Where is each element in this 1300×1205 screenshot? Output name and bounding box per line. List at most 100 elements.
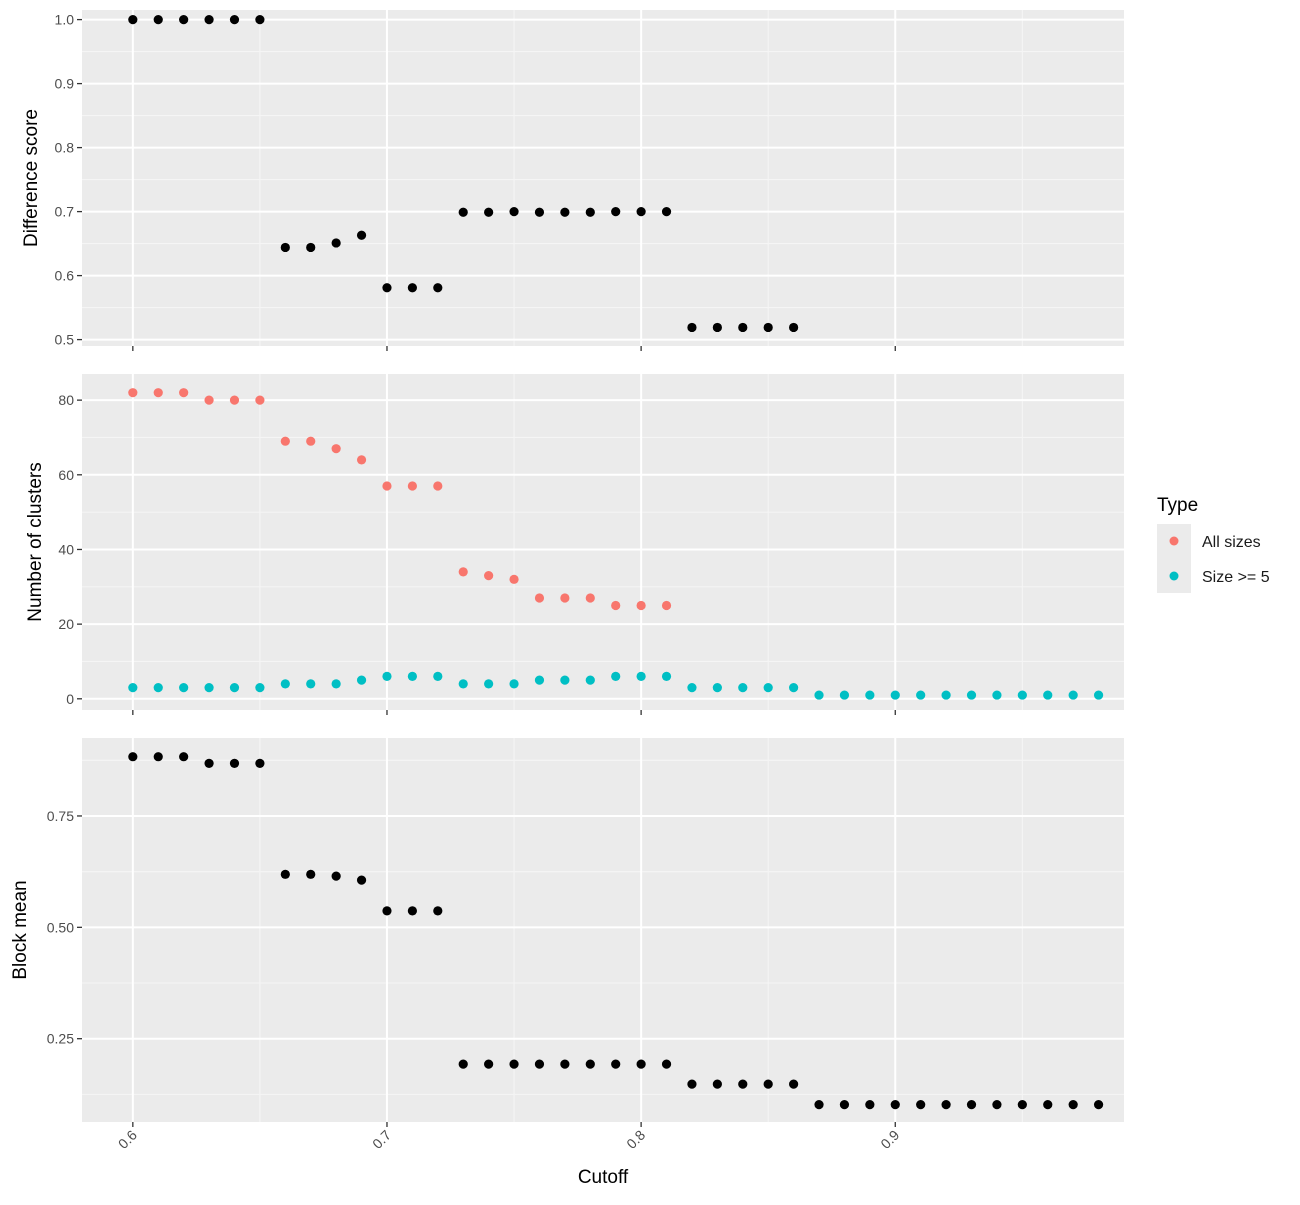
- data-point: [331, 679, 341, 689]
- data-point: [661, 671, 672, 682]
- x-tick-label: 0.9: [877, 1127, 902, 1152]
- data-point: [458, 1059, 468, 1069]
- data-point: [382, 671, 392, 682]
- data-point: [331, 444, 341, 454]
- data-point: [712, 683, 722, 693]
- data-point: [280, 436, 290, 446]
- data-point: [814, 690, 824, 700]
- data-point: [661, 1059, 672, 1069]
- data-point: [1017, 690, 1027, 700]
- data-point: [433, 671, 443, 682]
- y-tick-label: 40: [58, 541, 74, 557]
- data-point: [280, 869, 290, 879]
- data-point: [407, 671, 417, 682]
- data-point: [407, 481, 417, 491]
- legend-key-background: [1157, 524, 1191, 593]
- data-point: [179, 388, 189, 398]
- data-point: [1017, 1100, 1027, 1110]
- data-point: [585, 1059, 595, 1069]
- y-axis-title: Block mean: [10, 880, 31, 979]
- data-point: [331, 871, 341, 881]
- x-axis: [132, 710, 896, 715]
- data-point: [865, 1100, 875, 1110]
- data-point: [992, 690, 1002, 700]
- panel-background: [82, 10, 1124, 346]
- y-tick-label: 0.75: [47, 808, 74, 824]
- panel-block-mean: 0.25 0.50 0.75 0.6 0.7 0.8 0.9 Block mean: [10, 738, 1124, 1152]
- legend: Type All sizes Size >= 5: [1157, 495, 1270, 593]
- data-point: [839, 690, 850, 700]
- data-point: [128, 15, 138, 25]
- data-point: [509, 1059, 519, 1069]
- legend-label-size-5: Size >= 5: [1202, 569, 1270, 586]
- data-point: [916, 1100, 926, 1110]
- data-point: [153, 388, 163, 398]
- data-point: [153, 683, 163, 693]
- legend-item-all-sizes: All sizes: [1169, 534, 1261, 551]
- y-tick-label: 0.6: [55, 268, 75, 284]
- data-point: [534, 1059, 545, 1069]
- data-point: [941, 690, 951, 700]
- panel-number-of-clusters: 0 20 40 60 80 Number of clusters: [25, 374, 1124, 715]
- data-point: [509, 679, 519, 689]
- data-point: [839, 1100, 850, 1110]
- data-point: [153, 752, 163, 762]
- data-point: [382, 906, 392, 916]
- data-point: [534, 207, 545, 217]
- data-point: [331, 238, 341, 248]
- data-point: [229, 683, 240, 693]
- data-point: [560, 675, 570, 685]
- data-point: [1043, 690, 1053, 700]
- legend-key-all-sizes: [1169, 536, 1179, 546]
- legend-key-size-5: [1169, 571, 1179, 581]
- data-point: [712, 1079, 722, 1089]
- y-tick-label: 1.0: [55, 12, 75, 28]
- x-tick-label: 0.8: [623, 1127, 648, 1152]
- data-point: [382, 481, 392, 491]
- panel-background: [82, 374, 1124, 710]
- data-point: [636, 207, 646, 217]
- data-point: [306, 436, 316, 446]
- data-point: [636, 671, 646, 682]
- y-axis-title: Number of clusters: [25, 462, 46, 621]
- data-point: [636, 1059, 646, 1069]
- data-point: [255, 395, 265, 405]
- data-point: [280, 242, 290, 253]
- x-axis: [132, 346, 896, 351]
- y-axis-title: Difference score: [21, 109, 42, 247]
- data-point: [611, 671, 621, 682]
- data-point: [560, 593, 570, 603]
- legend-item-size-5: Size >= 5: [1169, 569, 1270, 586]
- data-point: [1093, 690, 1104, 700]
- data-points: [128, 388, 1104, 700]
- data-point: [509, 207, 519, 217]
- data-point: [433, 481, 443, 491]
- data-point: [306, 242, 316, 253]
- y-tick-label: 0.8: [55, 140, 75, 156]
- data-point: [128, 752, 138, 762]
- data-point: [1068, 690, 1078, 700]
- gridlines: [82, 374, 1124, 710]
- data-point: [890, 690, 900, 700]
- data-point: [585, 675, 595, 685]
- y-tick-label: 0.50: [47, 919, 74, 935]
- data-point: [306, 679, 316, 689]
- data-point: [789, 322, 799, 333]
- data-point: [814, 1100, 824, 1110]
- data-point: [890, 1100, 900, 1110]
- data-point: [484, 1059, 494, 1069]
- data-point: [179, 752, 189, 762]
- data-point: [636, 600, 646, 611]
- data-point: [611, 600, 621, 611]
- y-axis: 0 20 40 60 80: [58, 392, 82, 707]
- data-point: [738, 683, 748, 693]
- data-point: [433, 283, 443, 293]
- data-point: [433, 906, 443, 916]
- data-point: [356, 230, 367, 240]
- data-point: [306, 869, 316, 879]
- x-axis-title: Cutoff: [578, 1167, 629, 1188]
- data-point: [204, 15, 214, 25]
- y-tick-label: 0.7: [55, 204, 75, 220]
- data-point: [204, 683, 214, 693]
